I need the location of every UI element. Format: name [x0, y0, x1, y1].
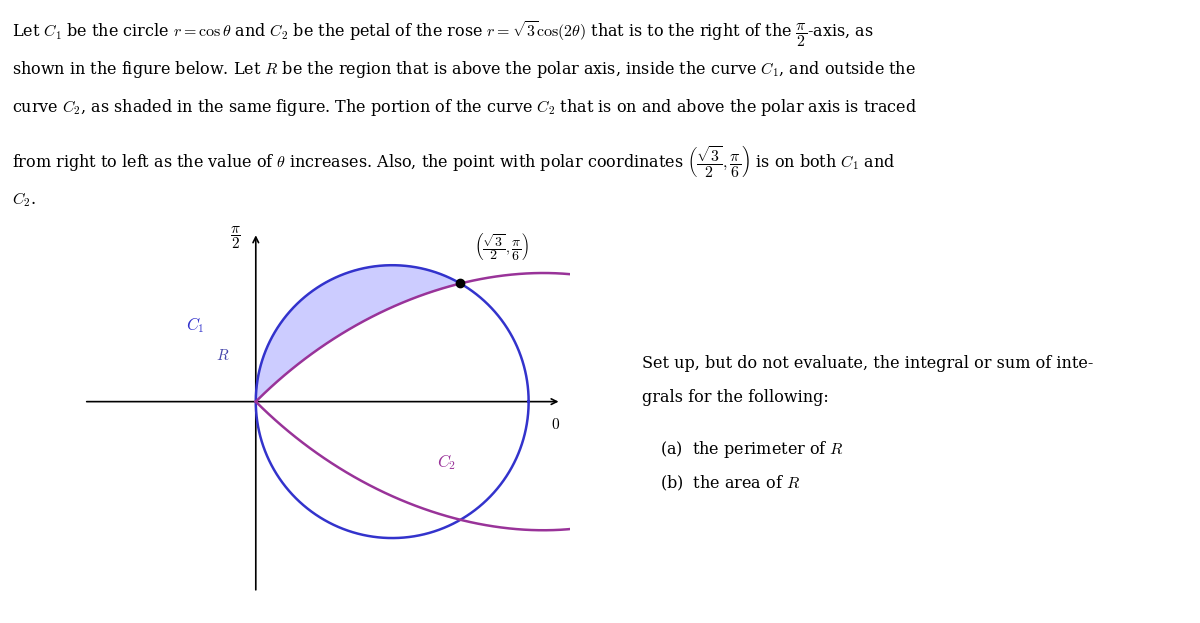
Text: $\dfrac{\pi}{2}$: $\dfrac{\pi}{2}$ [230, 224, 241, 251]
Text: $0$: $0$ [551, 417, 560, 432]
Text: Let $C_1$ be the circle $r = \cos\theta$ and $C_2$ be the petal of the rose $r =: Let $C_1$ be the circle $r = \cos\theta$… [12, 19, 874, 49]
Text: curve $C_2$, as shaded in the same figure. The portion of the curve $C_2$ that i: curve $C_2$, as shaded in the same figur… [12, 97, 917, 118]
Text: $C_1$: $C_1$ [186, 315, 205, 335]
Text: $\left(\dfrac{\sqrt{3}}{2}, \dfrac{\pi}{6}\right)$: $\left(\dfrac{\sqrt{3}}{2}, \dfrac{\pi}{… [474, 231, 529, 262]
Text: $C_2$.: $C_2$. [12, 190, 36, 209]
Polygon shape [256, 265, 461, 402]
Text: (b)  the area of $R$: (b) the area of $R$ [660, 473, 800, 493]
Text: from right to left as the value of $\theta$ increases. Also, the point with pola: from right to left as the value of $\the… [12, 143, 895, 179]
Text: $R$: $R$ [216, 348, 229, 363]
Text: (a)  the perimeter of $R$: (a) the perimeter of $R$ [660, 439, 844, 460]
Text: $C_2$: $C_2$ [437, 452, 456, 472]
Text: Set up, but do not evaluate, the integral or sum of inte-: Set up, but do not evaluate, the integra… [642, 355, 1093, 372]
Text: shown in the figure below. Let $R$ be the region that is above the polar axis, i: shown in the figure below. Let $R$ be th… [12, 59, 916, 80]
Text: grals for the following:: grals for the following: [642, 389, 829, 406]
